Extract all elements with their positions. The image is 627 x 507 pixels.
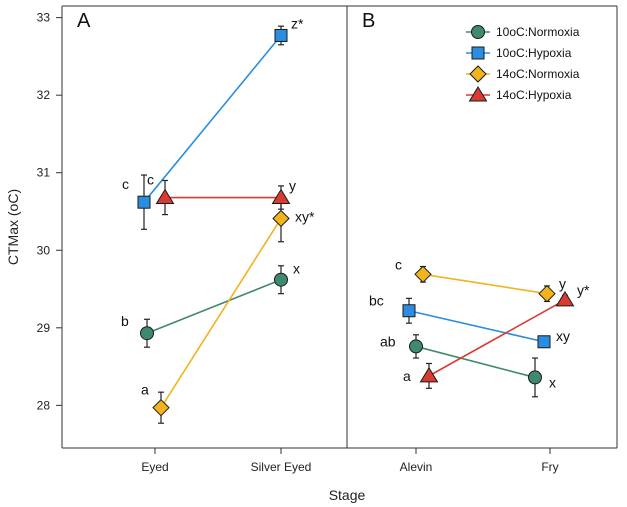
- y-axis-title: CTMax (oC): [5, 189, 21, 265]
- significance-label: xy*: [295, 208, 315, 224]
- legend-entry: 14oC:Hypoxia: [496, 88, 572, 102]
- axes-layer: 28 29 30 31 32 33 Eyed Silver Eyed Alevin Fry: [37, 5, 618, 474]
- legend-marker-diamond: [469, 65, 487, 83]
- markers-layer: [137, 28, 575, 417]
- y-tick-label: 31: [37, 166, 51, 180]
- data-point-square: [537, 335, 551, 349]
- significance-label: ab: [380, 333, 396, 349]
- x-axis-title: Stage: [329, 487, 366, 503]
- significance-label: xy: [556, 328, 570, 344]
- series-line: [422, 273, 548, 295]
- significance-label: a: [141, 382, 149, 398]
- data-point-circle: [274, 272, 288, 287]
- data-point-diamond: [538, 284, 556, 303]
- x-tick-label: Fry: [541, 460, 558, 474]
- y-tick-label: 28: [37, 398, 51, 412]
- significance-label: y: [289, 178, 296, 194]
- legend-marker-square: [471, 46, 485, 60]
- legend-marker-triangle: [468, 86, 488, 102]
- series-line: [415, 345, 536, 379]
- significance-label: b: [121, 313, 129, 329]
- series-line: [143, 34, 282, 203]
- series-line: [408, 309, 545, 343]
- data-point-diamond: [152, 398, 170, 417]
- data-point-triangle: [155, 188, 175, 205]
- data-point-square: [402, 304, 416, 318]
- significance-label: x: [293, 261, 300, 277]
- data-point-circle: [409, 339, 423, 354]
- panel-letter-b: B: [362, 10, 375, 32]
- legend: 10oC:Normoxia 10oC:Hypoxia 14oC:Normoxia 14…: [466, 25, 580, 102]
- data-point-circle: [528, 370, 542, 385]
- y-tick-label: 30: [37, 243, 51, 257]
- significance-label: a: [403, 368, 411, 384]
- significance-label: y: [559, 276, 566, 292]
- significance-label: c: [395, 256, 402, 272]
- data-point-circle: [140, 326, 154, 341]
- x-tick-label: Silver Eyed: [251, 460, 312, 474]
- data-point-triangle: [419, 366, 439, 383]
- legend-marker-circle: [471, 25, 485, 39]
- series-line: [146, 278, 282, 334]
- significance-label: c: [122, 176, 129, 192]
- data-point-square: [137, 195, 151, 209]
- significance-label: c: [147, 172, 154, 188]
- y-tick-label: 32: [37, 88, 51, 102]
- legend-entry: 10oC:Hypoxia: [496, 46, 572, 60]
- legend-entry: 10oC:Normoxia: [496, 25, 580, 39]
- lines-layer: [141, 25, 568, 424]
- significance-label: y*: [577, 282, 590, 298]
- significance-label: x: [549, 374, 556, 390]
- data-point-square: [274, 28, 288, 42]
- x-tick-label: Alevin: [400, 460, 433, 474]
- significance-label: z*: [291, 15, 304, 31]
- y-tick-label: 29: [37, 321, 51, 335]
- y-tick-label: 33: [37, 11, 51, 25]
- data-point-triangle: [271, 188, 291, 205]
- panel-letter-a: A: [77, 10, 91, 32]
- legend-entry: 14oC:Normoxia: [496, 67, 580, 81]
- data-point-diamond: [414, 265, 432, 284]
- labels-layer: Ab x c z* a xy* c y Bab x bc xy c y a y*: [77, 10, 590, 398]
- x-tick-label: Eyed: [141, 460, 168, 474]
- series-line: [160, 218, 282, 409]
- series-line: [428, 299, 566, 377]
- data-point-triangle: [555, 290, 575, 307]
- data-point-diamond: [272, 209, 290, 228]
- significance-label: bc: [369, 293, 384, 309]
